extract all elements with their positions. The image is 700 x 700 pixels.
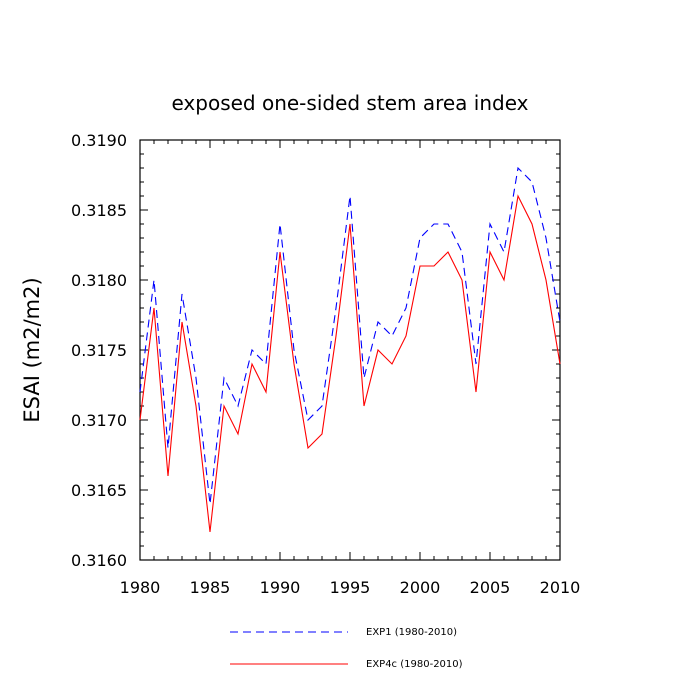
legend-exp1: EXP1 (1980-2010)	[230, 627, 457, 638]
plot-area: 1980 1985 1990 1995 2000 2005 2010 0.3160 0.3165…	[71, 131, 580, 597]
x-tick-label: 1990	[260, 578, 301, 597]
legend: EXP1 (1980-2010) EXP4c (1980-2010)	[230, 627, 463, 670]
y-tick-label: 0.3175	[71, 341, 127, 360]
chart-title: exposed one-sided stem area index	[171, 91, 528, 115]
x-tick-label: 1995	[330, 578, 371, 597]
series-line-exp1	[139, 166, 561, 505]
y-tick-label: 0.3160	[71, 551, 127, 570]
y-axis-label: ESAI (m2/m2)	[20, 277, 44, 422]
x-tick-label: 2010	[540, 578, 581, 597]
legend-exp4c: EXP4c (1980-2010)	[230, 659, 463, 670]
x-tick-label: 2000	[400, 578, 441, 597]
y-tick-label: 0.3170	[71, 411, 127, 430]
legend-label: EXP4c (1980-2010)	[366, 659, 463, 670]
x-tick-label: 1980	[120, 578, 161, 597]
series-line-exp4c	[139, 194, 561, 533]
x-tick-label: 2005	[470, 578, 511, 597]
y-tick-label: 0.3180	[71, 271, 127, 290]
y-tick-label: 0.3185	[71, 201, 127, 220]
y-tick-label: 0.3190	[71, 131, 127, 150]
y-tick-label: 0.3165	[71, 481, 127, 500]
x-tick-label: 1985	[190, 578, 231, 597]
legend-label: EXP1 (1980-2010)	[366, 627, 457, 638]
